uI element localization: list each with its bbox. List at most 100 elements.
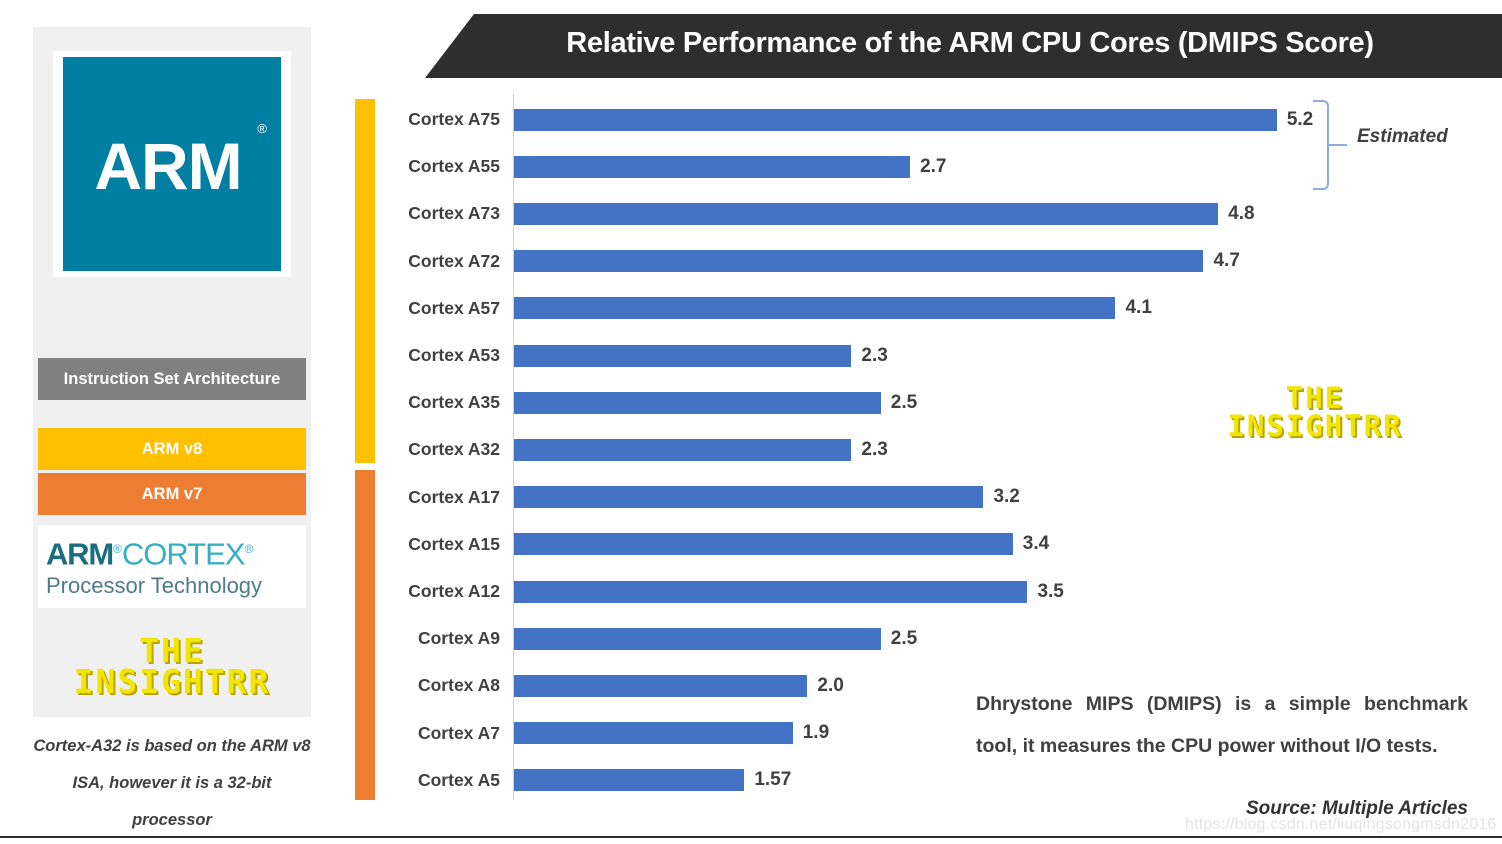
chart-axis-line <box>513 94 514 800</box>
estimated-annotation-label: Estimated <box>1357 126 1448 147</box>
chart-row: Cortex A73 4.8 <box>0 190 1502 237</box>
chart-bar-track: 3.5 <box>514 580 1064 603</box>
cortex-logo-cortex-text: CORTEX <box>121 536 246 572</box>
source-label: Source: Multiple Articles <box>1245 798 1468 819</box>
insightrr-chart-line-1: THE <box>1285 381 1345 415</box>
chart-bar-track: 1.9 <box>514 722 829 745</box>
chart-note-line-2: tool, it measures the CPU power without … <box>976 735 1438 757</box>
registered-trademark-icon: ® <box>257 121 267 136</box>
chart-bar[interactable] <box>514 108 1277 131</box>
chart-row: Cortex A32 2.3 <box>0 426 1502 473</box>
title-banner <box>425 14 1502 78</box>
chart-category-label: Cortex A17 <box>408 486 500 507</box>
chart-bar-track: 2.7 <box>514 155 947 178</box>
chart-bar-track: 2.5 <box>514 627 917 650</box>
arm-cortex-logo: ARM®CORTEX® Processor Technology <box>38 525 306 608</box>
chart-bar[interactable] <box>514 769 745 792</box>
chart-bar[interactable] <box>514 674 808 697</box>
chart-bar[interactable] <box>514 722 793 745</box>
chart-bar-value-label: 2.5 <box>890 627 918 649</box>
sidebar-caption-text: Cortex-A32 is based on the ARM v8 ISA, h… <box>33 737 311 829</box>
chart-row: Cortex A17 3.2 <box>0 474 1502 521</box>
chart-bar[interactable] <box>514 533 1013 556</box>
chart-category-label: Cortex A55 <box>408 156 500 177</box>
chart-bar-track: 4.1 <box>514 297 1152 320</box>
category-band-armv7 <box>355 470 375 800</box>
chart-note-line-1: Dhrystone MIPS (DMIPS) is a simple bench… <box>976 693 1468 715</box>
chart-bar[interactable] <box>514 391 881 414</box>
chart-category-label: Cortex A9 <box>417 628 500 649</box>
chart-row: Cortex A5 1.57 <box>0 757 1502 804</box>
chart-row: Cortex A12 3.5 <box>0 568 1502 615</box>
chart-bar-value-label: 3.2 <box>993 486 1020 508</box>
chart-bar-track: 1.57 <box>514 769 791 792</box>
chart-bar[interactable] <box>514 250 1204 273</box>
chart-bar-value-label: 3.5 <box>1037 580 1064 602</box>
cortex-logo-arm-text: ARM <box>46 536 114 572</box>
chart-bar-value-label: 4.8 <box>1228 202 1255 224</box>
chart-bar[interactable] <box>514 155 911 178</box>
chart-category-label: Cortex A72 <box>408 250 500 271</box>
chart-row: Cortex A75 5.2 <box>0 96 1502 143</box>
chart-category-label: Cortex A32 <box>408 439 500 460</box>
chart-row: Cortex A57 4.1 <box>0 285 1502 332</box>
insightrr-brand-logo-sidebar: THE INSIGHTRR <box>38 631 306 702</box>
chart-row: Cortex A9 2.5 <box>0 615 1502 662</box>
chart-category-label: Cortex A73 <box>408 203 500 224</box>
chart-row: Cortex A35 2.5 <box>0 379 1502 426</box>
insightrr-line-1: THE <box>139 631 205 670</box>
arm-logo-box: ARM ® <box>63 57 281 271</box>
chart-bar[interactable] <box>514 627 881 650</box>
chart-category-label: Cortex A12 <box>408 581 500 601</box>
cortex-logo-cortex-mark: ® <box>244 542 254 556</box>
chart-row: Cortex A55 2.7 <box>0 143 1502 190</box>
isa-band-armv8: ARM v8 <box>38 428 306 470</box>
sidebar-panel: ARM ® Instruction Set Architecture ARM v… <box>33 27 311 717</box>
insightrr-chart-line-2: INSIGHTRR <box>1227 408 1403 443</box>
chart-category-label: Cortex A8 <box>417 675 500 696</box>
chart-bar[interactable] <box>514 580 1028 603</box>
chart-bar-track: 2.0 <box>514 674 844 697</box>
chart-row: Cortex A7 1.9 <box>0 710 1502 757</box>
chart-category-label: Cortex A7 <box>417 722 500 743</box>
chart-bar-value-label: 2.0 <box>817 674 844 696</box>
category-band-armv8 <box>355 99 375 463</box>
estimated-bracket-stem-icon <box>1329 144 1347 146</box>
chart-bar-value-label: 2.5 <box>890 391 918 413</box>
page-title: Relative Performance of the ARM CPU Core… <box>566 27 1374 59</box>
chart-category-label: Cortex A5 <box>417 769 500 790</box>
chart-category-label: Cortex A35 <box>408 392 500 413</box>
chart-bar-track: 2.3 <box>514 344 888 367</box>
estimated-bracket-icon <box>1313 100 1329 190</box>
insightrr-line-2: INSIGHTRR <box>73 662 271 702</box>
bottom-rule-divider <box>0 836 1502 838</box>
isa-header-band: Instruction Set Architecture <box>38 358 306 400</box>
isa-band-armv7: ARM v7 <box>38 473 306 515</box>
chart-row: Cortex A8 2.0 <box>0 662 1502 709</box>
chart-bar-track: 4.8 <box>514 202 1255 225</box>
insightrr-brand-logo-chart: THE INSIGHTRR <box>1180 381 1450 443</box>
chart-bar-track: 3.2 <box>514 486 1020 509</box>
chart-note-text: Dhrystone MIPS (DMIPS) is a simple bench… <box>976 683 1468 767</box>
arm-logo: ARM ® <box>53 51 291 277</box>
chart-bar-value-label: 2.3 <box>861 344 888 366</box>
chart-bar-value-label: 5.2 <box>1286 108 1314 130</box>
chart-bar-value-label: 2.3 <box>861 438 888 460</box>
chart-bar-track: 4.7 <box>514 250 1240 273</box>
chart-bar-value-label: 3.4 <box>1022 533 1050 555</box>
chart-bar-track: 3.4 <box>514 533 1049 556</box>
chart-category-label: Cortex A15 <box>408 533 500 554</box>
chart-bar[interactable] <box>514 202 1219 225</box>
arm-cortex-tagline: Processor Technology <box>46 573 263 599</box>
chart-bar[interactable] <box>514 438 852 461</box>
chart-bar-value-label: 4.7 <box>1213 250 1240 272</box>
watermark-url: https://blog.csdn.net/liuqingsongmsdn201… <box>1185 816 1497 833</box>
chart-bar[interactable] <box>514 486 984 509</box>
chart-bar-track: 2.5 <box>514 391 917 414</box>
chart-row: Cortex A53 2.3 <box>0 332 1502 379</box>
chart-bar[interactable] <box>514 297 1116 320</box>
chart-bar[interactable] <box>514 344 852 367</box>
chart-category-label: Cortex A53 <box>408 345 500 365</box>
chart-bar-value-label: 1.9 <box>802 722 830 744</box>
